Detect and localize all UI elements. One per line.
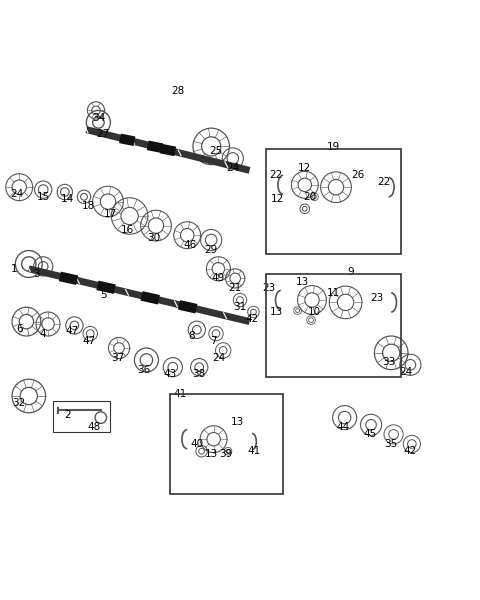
Text: 48: 48: [87, 422, 100, 432]
Text: 3: 3: [33, 269, 39, 278]
Text: 9: 9: [347, 267, 354, 277]
Text: 24: 24: [399, 367, 412, 377]
Text: 20: 20: [303, 192, 316, 202]
Text: 13: 13: [296, 277, 309, 287]
Text: 15: 15: [36, 192, 50, 202]
Text: 33: 33: [382, 358, 396, 367]
Text: 14: 14: [60, 194, 74, 204]
Text: 23: 23: [370, 293, 384, 302]
Text: 49: 49: [212, 274, 225, 283]
Text: 6: 6: [16, 324, 23, 334]
Text: 7: 7: [210, 336, 217, 346]
Text: 28: 28: [171, 86, 184, 96]
Text: 37: 37: [111, 353, 124, 362]
Text: 10: 10: [308, 307, 321, 317]
Bar: [266, 274, 401, 377]
Text: 16: 16: [120, 226, 134, 235]
Text: 23: 23: [262, 283, 276, 293]
Text: 8: 8: [189, 331, 195, 341]
Text: 19: 19: [327, 142, 340, 152]
Text: 39: 39: [219, 449, 232, 458]
Text: 21: 21: [228, 283, 242, 293]
Text: 43: 43: [164, 370, 177, 379]
Text: 45: 45: [363, 430, 376, 439]
Text: 5: 5: [100, 290, 107, 300]
Text: 4: 4: [40, 329, 47, 338]
Text: 13: 13: [204, 449, 218, 458]
Text: 41: 41: [248, 446, 261, 456]
Text: 13: 13: [269, 307, 283, 317]
Text: 29: 29: [204, 245, 218, 254]
Text: 22: 22: [377, 178, 391, 187]
Text: 26: 26: [351, 170, 364, 180]
Text: 1: 1: [11, 264, 18, 274]
Text: 34: 34: [92, 113, 105, 122]
Text: 27: 27: [96, 130, 110, 139]
Text: 46: 46: [183, 240, 196, 250]
Text: 25: 25: [209, 146, 223, 156]
Text: 42: 42: [245, 314, 259, 324]
Text: 47: 47: [65, 326, 79, 336]
Bar: [170, 394, 283, 494]
Text: 2: 2: [64, 410, 71, 420]
Text: 40: 40: [190, 439, 204, 449]
Text: 42: 42: [404, 446, 417, 456]
Text: 44: 44: [336, 422, 350, 432]
Text: 17: 17: [104, 209, 117, 218]
Text: 41: 41: [173, 389, 187, 398]
Bar: [53, 401, 110, 432]
Text: 12: 12: [271, 194, 284, 204]
Text: 32: 32: [12, 398, 26, 408]
Text: 24: 24: [212, 353, 225, 362]
Text: 47: 47: [82, 336, 96, 346]
Text: 35: 35: [384, 439, 398, 449]
Text: 11: 11: [327, 288, 340, 298]
Bar: [266, 149, 401, 254]
Text: 36: 36: [137, 365, 151, 374]
Text: 38: 38: [192, 370, 206, 379]
Text: 13: 13: [231, 418, 244, 427]
Text: 31: 31: [233, 302, 247, 312]
Text: 18: 18: [82, 202, 96, 211]
Text: 22: 22: [269, 170, 283, 180]
Text: 30: 30: [147, 233, 160, 242]
Text: 24: 24: [10, 190, 24, 199]
Text: 24: 24: [226, 163, 240, 173]
Text: 12: 12: [298, 163, 312, 173]
